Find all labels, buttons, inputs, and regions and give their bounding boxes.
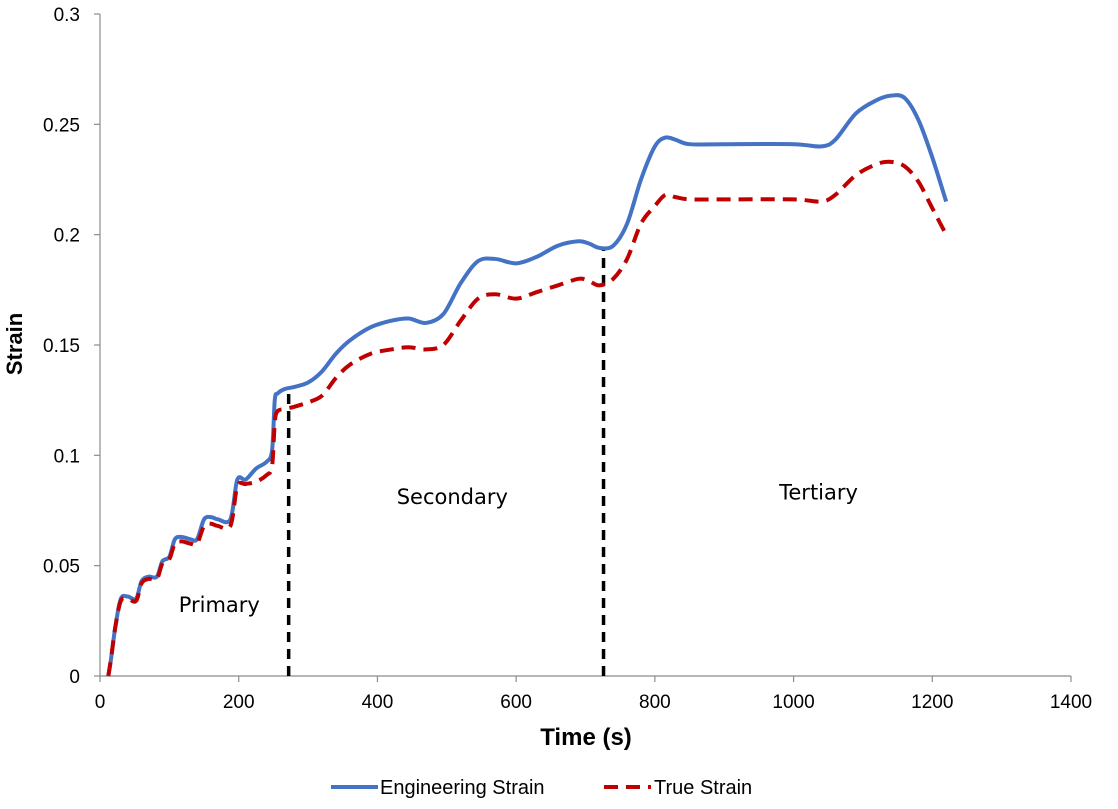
legend-label-true-strain: True Strain: [654, 777, 752, 799]
x-tick-label: 600: [500, 692, 532, 713]
x-tick-label: 0: [95, 692, 106, 713]
x-tick-label: 400: [362, 692, 394, 713]
y-tick-label: 0.3: [54, 5, 80, 26]
annotation-secondary: Secondary: [397, 485, 508, 509]
y-axis-label: Strain: [2, 313, 27, 375]
y-tick-label: 0.05: [43, 557, 80, 578]
x-tick-label: 1200: [911, 692, 953, 713]
axes: 0 0.05 0.1 0.15 0.2 0.25 0.3 0 200 400 600 800 1000 1…: [43, 5, 1092, 713]
x-axis-label: Time (s): [540, 724, 632, 751]
region-annotations: Primary Secondary Tertiary: [179, 480, 858, 617]
y-tick-label: 0: [69, 667, 80, 688]
y-tick-label: 0.2: [54, 226, 80, 247]
annotation-tertiary: Tertiary: [778, 480, 858, 504]
series-line-engineering-strain: [106, 93, 949, 677]
series-line-true-strain: [106, 159, 948, 677]
y-tick-label: 0.1: [54, 446, 80, 467]
x-tick-label: 200: [223, 692, 255, 713]
y-tick-label: 0.15: [43, 336, 80, 357]
y-tick-label: 0.25: [43, 115, 80, 136]
x-tick-label: 800: [639, 692, 671, 713]
annotation-primary: Primary: [179, 593, 260, 617]
series-lines: [106, 93, 949, 677]
legend: Engineering Strain True Strain: [331, 777, 752, 799]
legend-label-engineering-strain: Engineering Strain: [380, 777, 545, 799]
x-tick-label: 1000: [772, 692, 814, 713]
region-dividers: [286, 247, 606, 676]
x-tick-label: 1400: [1050, 692, 1092, 713]
